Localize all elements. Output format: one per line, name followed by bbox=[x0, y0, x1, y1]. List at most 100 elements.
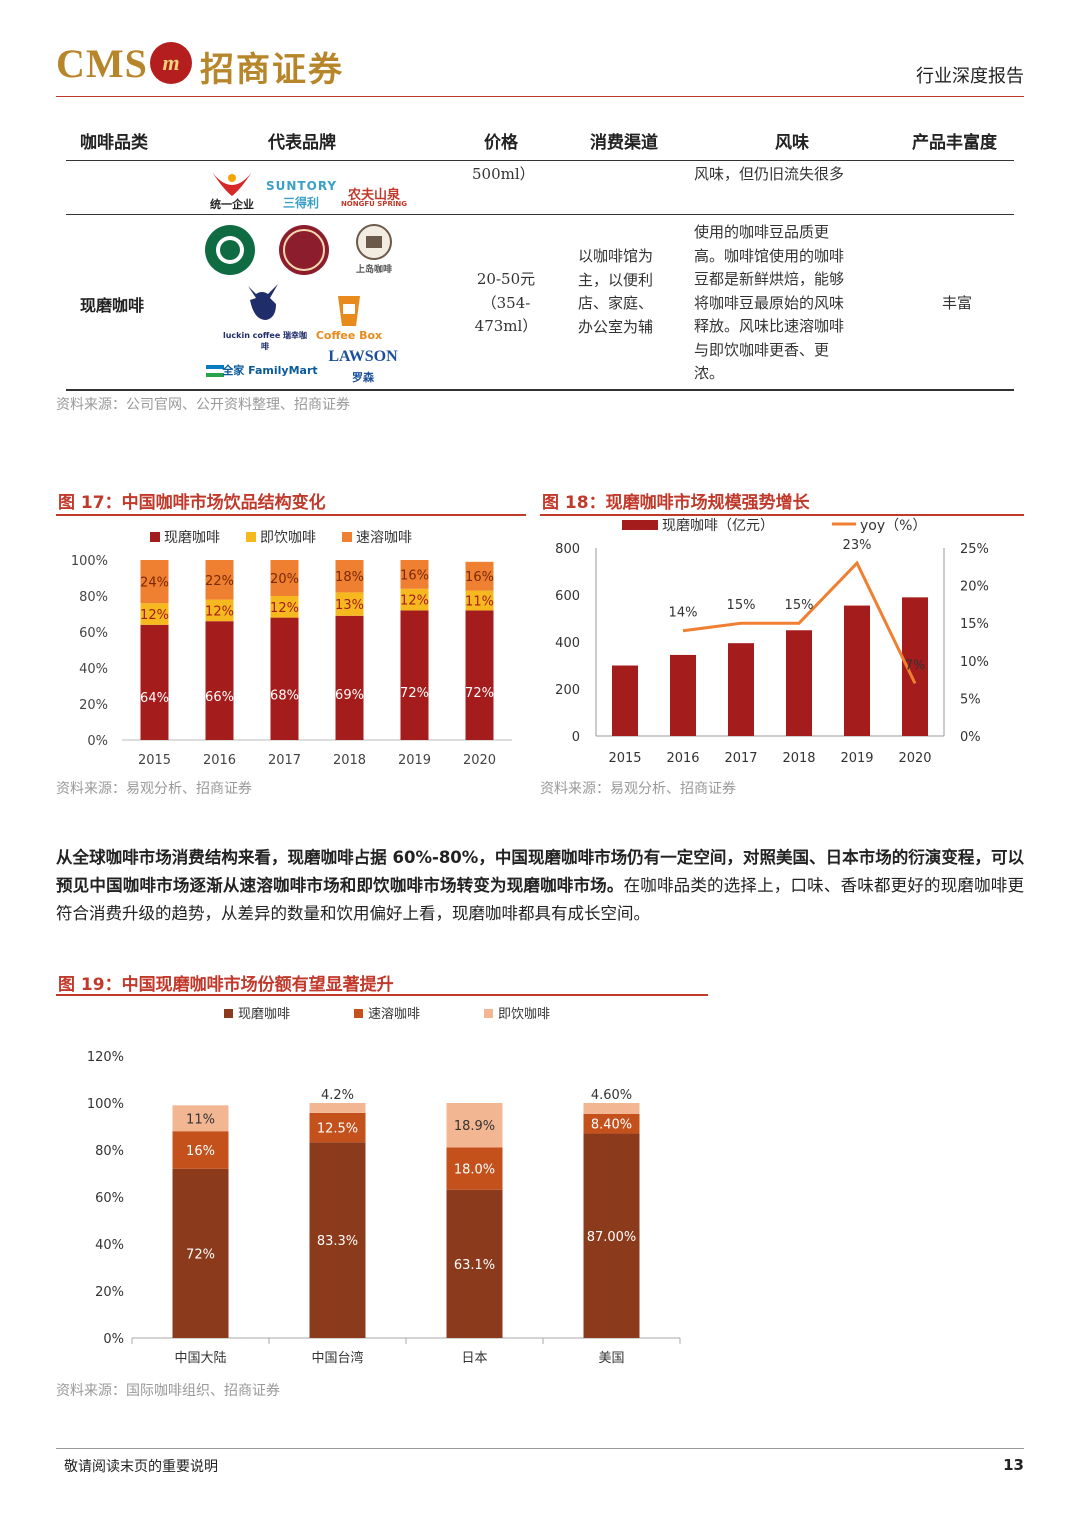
bar-segment bbox=[172, 1168, 229, 1338]
row1-flavor: 风味，但仍旧流失很多 bbox=[694, 165, 845, 183]
bar bbox=[612, 665, 638, 736]
data-label: 87.00% bbox=[587, 1230, 637, 1245]
bar-segment bbox=[465, 590, 494, 611]
legend-swatch bbox=[224, 1009, 233, 1018]
coffeebox-logo-text: Coffee Box bbox=[315, 329, 383, 342]
bar-segment bbox=[400, 588, 429, 611]
y-tick-label: 120% bbox=[87, 1050, 124, 1065]
bar-segment bbox=[309, 1103, 366, 1113]
row2-flavor-line: 释放。风味比速溶咖啡 bbox=[694, 317, 845, 335]
footer-note: 敬请阅读末页的重要说明 bbox=[64, 1459, 218, 1475]
data-label: 23% bbox=[843, 538, 872, 553]
y-tick-label: 20% bbox=[79, 698, 108, 713]
data-label: 63.1% bbox=[454, 1258, 495, 1273]
data-label: 12.5% bbox=[317, 1122, 358, 1137]
fig17-source: 资料来源：易观分析、招商证券 bbox=[56, 781, 252, 797]
bar-segment bbox=[400, 610, 429, 740]
fig18-source: 资料来源：易观分析、招商证券 bbox=[540, 781, 736, 797]
suntory-logo-en: SUNTORY bbox=[266, 179, 338, 193]
bar-segment bbox=[309, 1112, 366, 1143]
legend-swatch bbox=[484, 1009, 493, 1018]
paragraph-bold: 从全球咖啡市场消费结构来看，现磨咖啡占据 60%-80%，中国现磨咖啡市场仍有一… bbox=[56, 848, 1024, 895]
table-bottom-border bbox=[66, 389, 1014, 391]
x-tick-label: 2017 bbox=[268, 753, 301, 768]
legend-swatch bbox=[622, 520, 658, 530]
tongyi-logo-text: 统一企业 bbox=[210, 198, 254, 211]
y-tick-label: 100% bbox=[71, 554, 108, 569]
row2-flavor: 使用的咖啡豆品质更 高。咖啡馆使用的咖啡 豆都是新鲜烘焙，能够 将咖啡豆最原始的… bbox=[694, 221, 884, 386]
table-row-divider bbox=[66, 214, 1014, 215]
fig18-chart: 现磨咖啡（亿元） yoy（%） 0 200 400 600 800 0% 5% 10% 15% 20%… bbox=[555, 518, 989, 766]
suntory-logo-cn: 三得利 bbox=[282, 196, 319, 210]
shangdao-logo: 上岛咖啡 bbox=[350, 222, 398, 275]
data-label: 12% bbox=[400, 594, 429, 609]
familymart-icon bbox=[206, 365, 224, 377]
bar-segment bbox=[140, 624, 169, 740]
legend-label: yoy（%） bbox=[860, 518, 926, 534]
data-label: 12% bbox=[270, 601, 299, 616]
row2-flavor-line: 使用的咖啡豆品质更 bbox=[694, 223, 830, 241]
data-label: 18% bbox=[335, 570, 364, 585]
luckin-deer-icon bbox=[248, 284, 278, 320]
fig19-source: 资料来源：国际咖啡组织、招商证券 bbox=[56, 1383, 280, 1399]
logo-cn: 招商证券 bbox=[200, 50, 344, 90]
y-tick-label-right: 5% bbox=[960, 692, 981, 707]
table-header-brand: 代表品牌 bbox=[268, 133, 336, 153]
data-label: 8.40% bbox=[591, 1118, 632, 1133]
x-tick-label: 2017 bbox=[724, 751, 757, 766]
row2-channel-line: 办公室为辅 bbox=[578, 317, 654, 336]
bar-segment bbox=[335, 615, 364, 740]
data-label: 4.2% bbox=[321, 1088, 354, 1103]
data-label: 72% bbox=[400, 686, 429, 701]
data-label: 11% bbox=[465, 595, 494, 610]
y-tick-label: 20% bbox=[95, 1285, 124, 1300]
data-label: 11% bbox=[186, 1112, 215, 1127]
shangdao-logo-text: 上岛咖啡 bbox=[355, 265, 392, 275]
data-label: 12% bbox=[205, 604, 234, 619]
luckin-logo bbox=[240, 280, 284, 330]
row2-flavor-line: 与即饮咖啡更香、更 bbox=[694, 340, 830, 359]
coffeebox-cup-icon bbox=[338, 296, 360, 326]
bar-segment bbox=[172, 1105, 229, 1132]
costa-logo-icon bbox=[279, 225, 329, 275]
coffeebox-logo bbox=[334, 292, 364, 328]
y-tick-label-left: 800 bbox=[555, 542, 580, 557]
table-source: 资料来源：公司官网、公开资料整理、招商证券 bbox=[56, 397, 350, 413]
tongyi-logo: 统一企业 bbox=[200, 168, 264, 211]
yoy-line bbox=[682, 560, 917, 685]
row2-price-line: 473ml） bbox=[474, 317, 538, 335]
table-header-flavor: 风味 bbox=[775, 133, 809, 153]
nongfu-logo-cn: 农夫山泉 bbox=[347, 188, 400, 203]
bar bbox=[844, 605, 870, 736]
familymart-stripe-icon bbox=[206, 362, 224, 377]
logo-cms: CMS bbox=[56, 41, 148, 86]
bar-segment bbox=[465, 610, 494, 740]
legend-label: 速溶咖啡 bbox=[368, 1007, 420, 1022]
y-tick-label: 60% bbox=[79, 626, 108, 641]
legend-label: 现磨咖啡 bbox=[238, 1007, 290, 1022]
costa-logo bbox=[278, 224, 330, 276]
y-tick-label-right: 25% bbox=[960, 542, 989, 557]
bar-segment bbox=[446, 1103, 503, 1148]
table-header-richness: 产品丰富度 bbox=[912, 133, 997, 153]
fig19-title: 图 19：中国现磨咖啡市场份额有望显著提升 bbox=[58, 975, 394, 995]
data-label: 4.60% bbox=[591, 1088, 632, 1103]
bar-segment bbox=[205, 599, 234, 622]
table-header-price: 价格 bbox=[484, 133, 518, 153]
x-tick-label: 2020 bbox=[898, 751, 931, 766]
data-label: 16% bbox=[465, 570, 494, 585]
legend-swatch bbox=[150, 532, 160, 542]
bar-segment bbox=[446, 1189, 503, 1338]
x-tick-label: 2015 bbox=[138, 753, 171, 768]
row2-price-line: 20-50元 bbox=[476, 270, 536, 288]
x-tick-label: 2018 bbox=[782, 751, 815, 766]
fig18-title: 图 18：现磨咖啡市场规模强势增长 bbox=[542, 493, 810, 513]
data-label: 7% bbox=[905, 658, 926, 673]
y-tick-label-left: 600 bbox=[555, 589, 580, 604]
bar-segment bbox=[335, 592, 364, 616]
starbucks-logo-icon bbox=[205, 225, 255, 275]
y-tick-label: 80% bbox=[95, 1144, 124, 1159]
data-label: 64% bbox=[140, 691, 169, 706]
y-tick-label: 0% bbox=[103, 1332, 124, 1347]
data-label: 24% bbox=[140, 576, 169, 591]
